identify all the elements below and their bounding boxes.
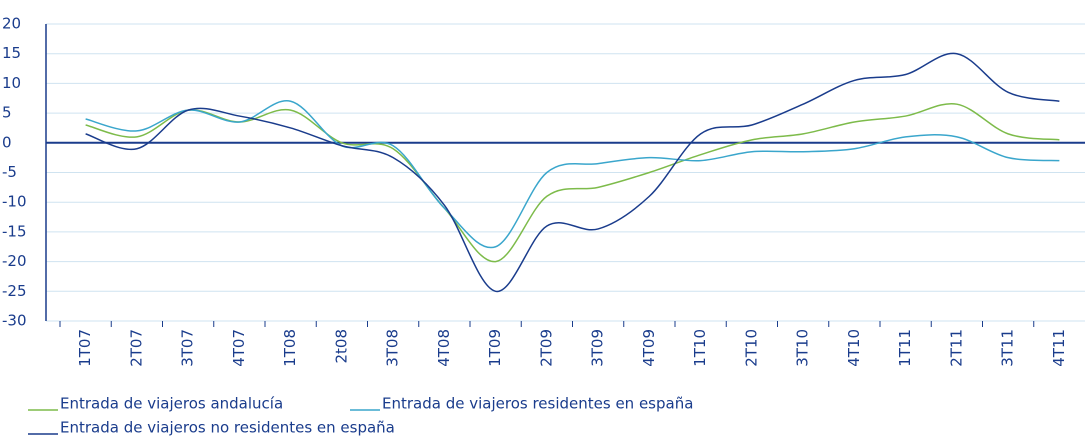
x-tick-label: 3T07 bbox=[179, 329, 197, 367]
y-tick-label: -15 bbox=[2, 222, 27, 240]
y-tick-label: 10 bbox=[2, 74, 21, 92]
x-tick-label: 1T07 bbox=[76, 329, 94, 367]
x-tick-label: 4T10 bbox=[845, 329, 863, 367]
x-tick-label: 4T09 bbox=[640, 329, 658, 367]
x-tick-label: 2T07 bbox=[127, 329, 145, 367]
y-tick-label: 20 bbox=[2, 15, 21, 33]
x-tick-label: 4T08 bbox=[435, 329, 453, 367]
y-tick-label: 0 bbox=[2, 133, 12, 151]
x-tick-label: 2t08 bbox=[332, 329, 350, 364]
x-tick-label: 3T08 bbox=[384, 329, 402, 367]
x-tick-label: 2T09 bbox=[537, 329, 555, 367]
y-tick-label: 5 bbox=[2, 104, 12, 122]
y-tick-label: -30 bbox=[2, 312, 27, 330]
x-tick-label: 2T10 bbox=[742, 329, 760, 367]
x-tick-label: 4T11 bbox=[1050, 329, 1068, 367]
x-tick-label: 2T11 bbox=[947, 329, 965, 367]
legend-label: Entrada de viajeros no residentes en esp… bbox=[60, 419, 395, 437]
legend-label: Entrada de viajeros andalucía bbox=[60, 395, 283, 413]
x-tick-label: 1T11 bbox=[896, 329, 914, 367]
x-tick-label: 3T11 bbox=[999, 329, 1017, 367]
y-tick-label: 15 bbox=[2, 44, 21, 62]
y-tick-label: -5 bbox=[2, 163, 17, 181]
legend-label: Entrada de viajeros residentes en españa bbox=[382, 395, 693, 413]
x-tick-label: 1T09 bbox=[486, 329, 504, 367]
y-tick-label: -10 bbox=[2, 193, 27, 211]
x-tick-label: 3T09 bbox=[589, 329, 607, 367]
x-tick-label: 4T07 bbox=[230, 329, 248, 367]
series-line bbox=[85, 102, 1060, 263]
x-tick-label: 1T10 bbox=[691, 329, 709, 367]
x-tick-label: 1T08 bbox=[281, 329, 299, 367]
x-tick-label: 3T10 bbox=[794, 329, 812, 367]
series-line bbox=[85, 52, 1060, 293]
y-tick-label: -20 bbox=[2, 252, 27, 270]
y-tick-label: -25 bbox=[2, 282, 27, 300]
